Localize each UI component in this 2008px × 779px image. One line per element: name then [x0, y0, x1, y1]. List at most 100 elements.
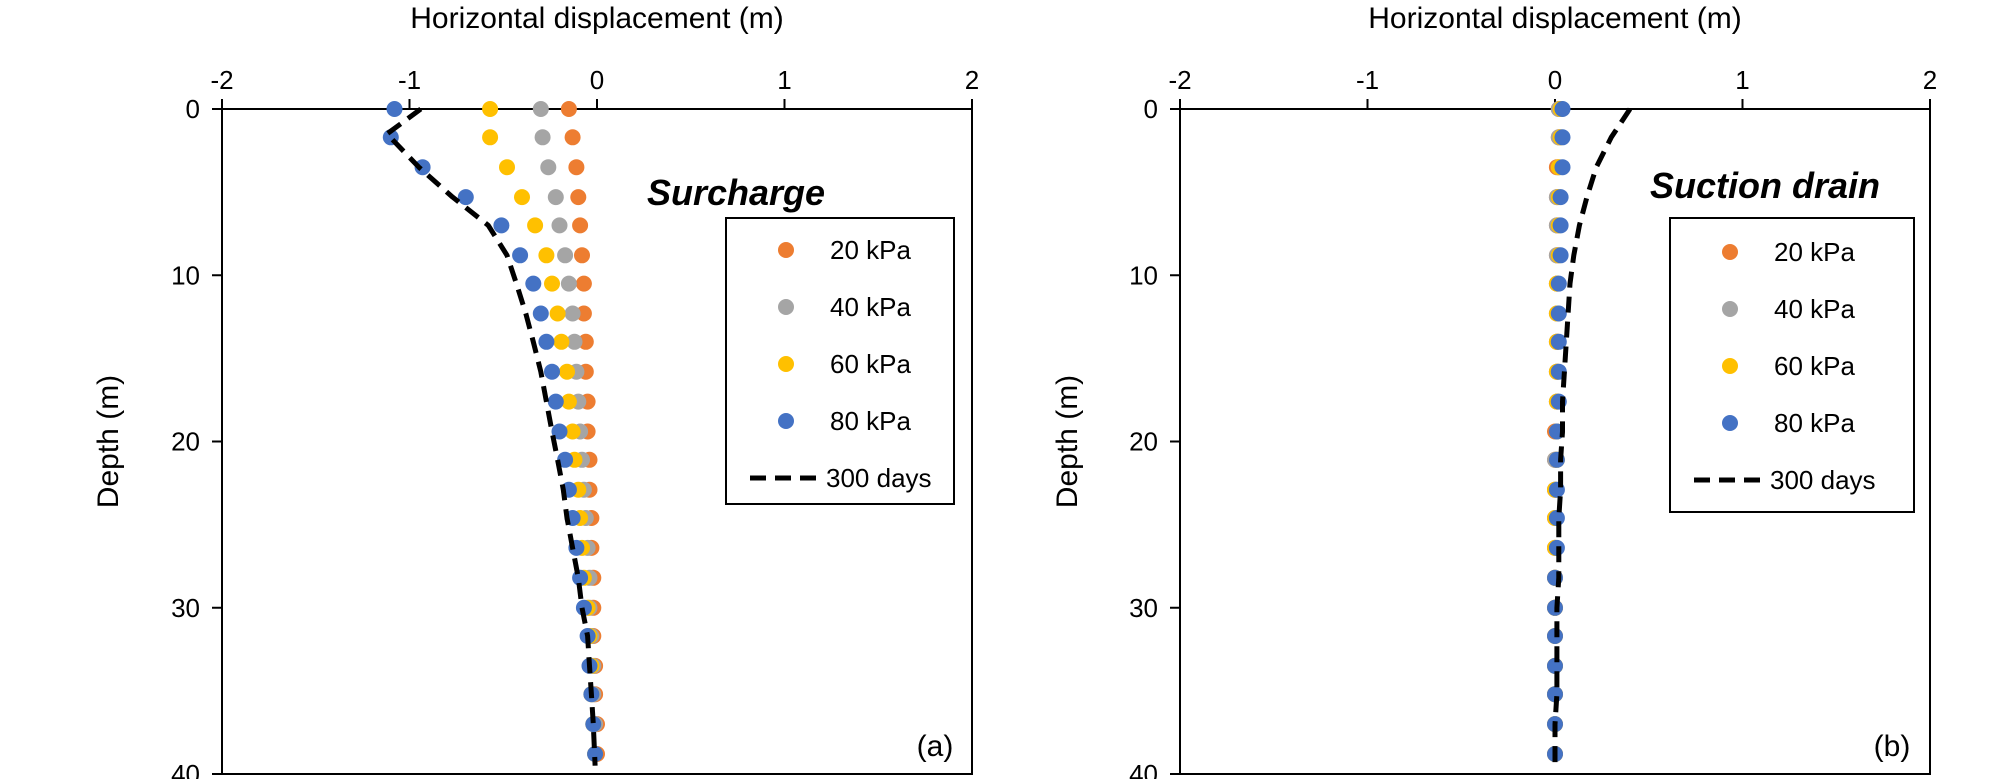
data-point [560, 393, 577, 410]
data-point [585, 716, 602, 733]
x-tick-label: 1 [777, 65, 791, 95]
data-point [538, 333, 555, 350]
data-point [493, 217, 510, 234]
data-point [482, 101, 499, 117]
legend-marker [778, 356, 794, 372]
data-point [551, 217, 568, 234]
y-tick-label: 0 [186, 94, 200, 124]
panel-title: Suction drain [1650, 165, 1880, 206]
x-tick-label: -1 [398, 65, 421, 95]
legend-label: 20 kPa [1774, 237, 1855, 267]
data-point [1552, 217, 1569, 234]
data-point [574, 247, 590, 264]
data-point [544, 363, 560, 380]
legend-marker [778, 299, 794, 315]
legend-label: 300 days [826, 463, 932, 493]
data-point [534, 129, 551, 146]
legend-marker [778, 242, 794, 258]
data-point [386, 101, 403, 117]
legend-label: 40 kPa [1774, 294, 1855, 324]
y-tick-label: 40 [1129, 759, 1158, 779]
data-point [1552, 189, 1569, 206]
data-point [549, 305, 566, 322]
data-point [1550, 305, 1567, 322]
data-point [560, 275, 577, 292]
data-point [482, 129, 499, 146]
legend-box [725, 217, 955, 505]
y-tick-label: 30 [171, 593, 200, 623]
data-point [540, 159, 557, 176]
data-point [551, 423, 568, 440]
x-tick-label: 0 [1548, 65, 1562, 95]
data-point [1550, 275, 1567, 292]
x-tick-label: 2 [1923, 65, 1937, 95]
data-point [559, 363, 575, 380]
panel-label: (a) [917, 730, 954, 763]
data-point [547, 189, 564, 206]
data-point [532, 305, 549, 322]
data-point [566, 333, 583, 350]
x-tick-label: -1 [1356, 65, 1379, 95]
x-tick-label: -2 [1168, 65, 1191, 95]
data-point [557, 247, 574, 264]
data-point [1554, 159, 1571, 176]
data-point [575, 305, 592, 322]
series-line-300-days [1552, 107, 1633, 766]
data-point [512, 247, 529, 264]
data-point [564, 305, 581, 322]
data-point [577, 333, 594, 350]
data-point [1550, 333, 1567, 350]
legend-marker [1722, 358, 1738, 374]
x-axis-title: Horizontal displacement (m) [410, 2, 783, 35]
y-axis-title: Depth (m) [1051, 375, 1084, 508]
y-tick-label: 20 [171, 427, 200, 457]
data-point [525, 275, 542, 292]
data-point [499, 159, 515, 176]
data-point [532, 101, 549, 117]
series-line-300-days [384, 106, 598, 766]
legend-label: 40 kPa [830, 292, 911, 322]
data-point [568, 159, 585, 176]
panel-title: Surcharge [647, 172, 825, 213]
data-point [1552, 247, 1569, 264]
x-tick-label: 2 [965, 65, 979, 95]
legend-label: 60 kPa [830, 349, 911, 379]
data-point [514, 189, 530, 206]
legend-box [1669, 217, 1915, 513]
x-tick-label: 0 [590, 65, 604, 95]
x-axis-title: Horizontal displacement (m) [1368, 2, 1741, 35]
y-axis-title: Depth (m) [92, 375, 125, 508]
data-point [564, 423, 581, 440]
y-tick-label: 30 [1129, 593, 1158, 623]
data-point [457, 189, 474, 206]
data-point [538, 247, 555, 264]
data-point [544, 275, 560, 292]
data-point [1554, 101, 1571, 117]
legend-label: 80 kPa [1774, 408, 1855, 438]
y-tick-label: 20 [1129, 427, 1158, 457]
data-point [527, 217, 544, 234]
legend-label: 20 kPa [830, 235, 911, 265]
y-tick-label: 10 [171, 260, 200, 290]
legend-marker [1722, 301, 1738, 317]
panel-label: (b) [1874, 730, 1911, 763]
data-point [564, 129, 581, 146]
data-point [560, 101, 577, 117]
y-tick-label: 40 [171, 759, 200, 779]
data-point [575, 275, 592, 292]
data-point [547, 393, 564, 410]
legend-label: 80 kPa [830, 406, 911, 436]
legend-marker [1722, 244, 1738, 260]
legend-label: 300 days [1770, 465, 1876, 495]
x-tick-label: -2 [210, 65, 233, 95]
data-point [570, 189, 587, 206]
legend-marker [778, 413, 794, 429]
x-tick-label: 1 [1735, 65, 1749, 95]
legend-marker [1722, 415, 1738, 431]
data-point [553, 333, 570, 350]
data-point [557, 451, 574, 468]
data-point [587, 746, 604, 762]
